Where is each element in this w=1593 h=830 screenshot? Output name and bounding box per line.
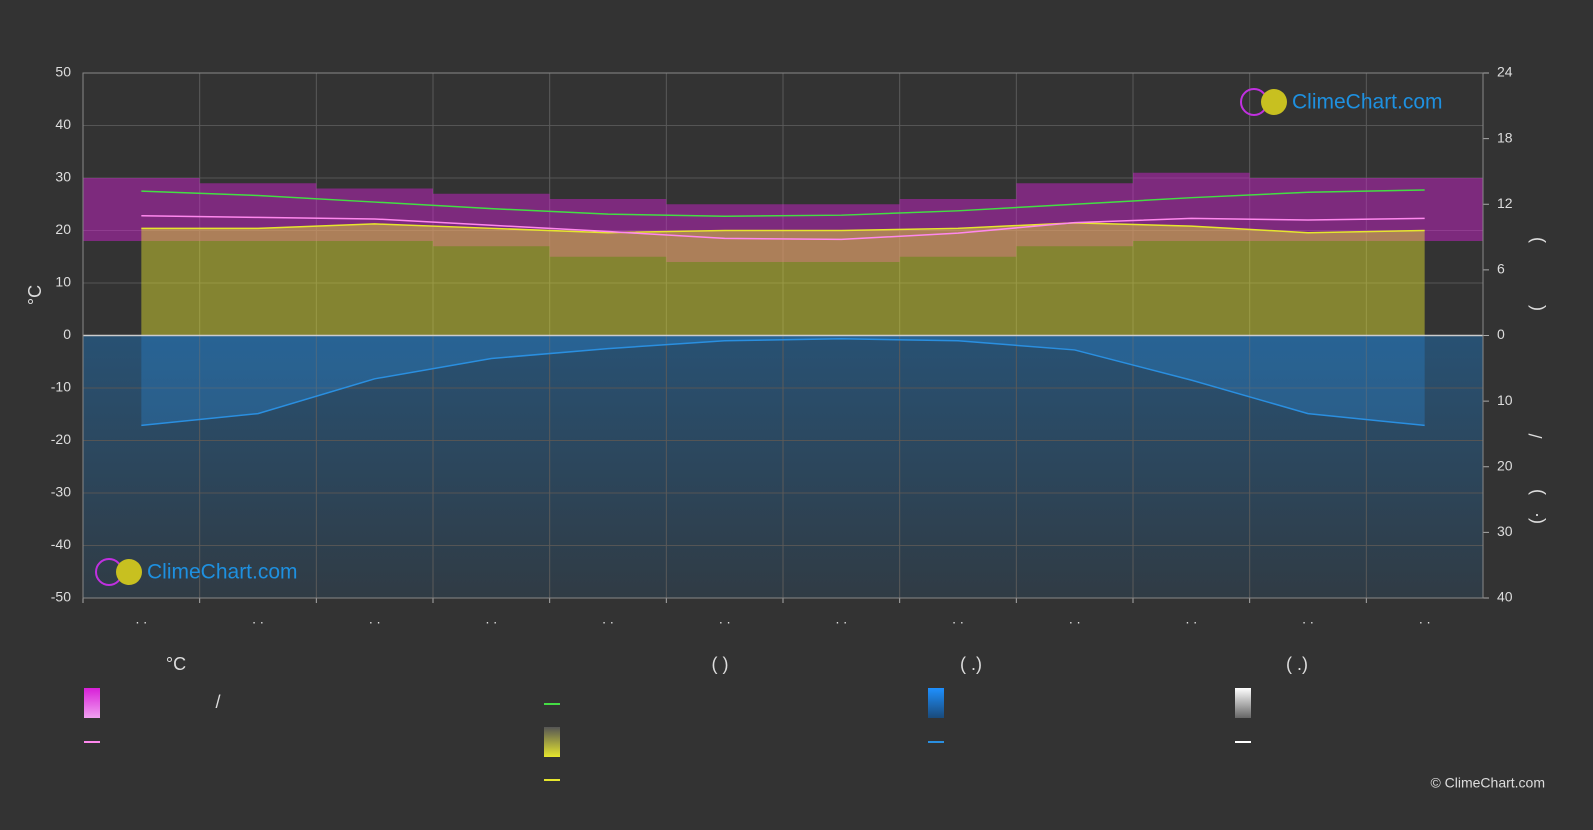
- x-tick-label: . .: [369, 611, 381, 627]
- sunshine-area: [141, 222, 1425, 336]
- y-tick-label: -10: [51, 379, 71, 395]
- x-tick-label: . .: [719, 611, 731, 627]
- x-tick-label: . .: [835, 611, 847, 627]
- x-tick-label: . .: [1069, 611, 1081, 627]
- legend-swatch: [928, 688, 944, 718]
- legend-heading: ( .): [960, 654, 982, 674]
- temp-range: [433, 193, 550, 247]
- x-tick-label: . .: [952, 611, 964, 627]
- x-tick-label: . .: [485, 611, 497, 627]
- y-tick-label: -20: [51, 431, 71, 447]
- series-line: [141, 189, 1425, 218]
- y-tick-label: 0: [63, 326, 71, 342]
- y3-tick-label: 30: [1497, 523, 1513, 539]
- y-tick-label: 50: [55, 64, 71, 80]
- temp-range: [1133, 172, 1250, 241]
- legend-heading: ( ): [712, 654, 729, 674]
- y-tick-label: 10: [55, 274, 71, 290]
- legend: °C ( ) ( .) ( .) /: [84, 654, 1308, 781]
- copyright: © ClimeChart.com: [1430, 775, 1545, 791]
- y-axis-title: °C: [25, 285, 45, 305]
- y2-axis-title: (: [1526, 305, 1546, 311]
- y3-tick-label: 10: [1497, 392, 1513, 408]
- watermark: ClimeChart.com: [1292, 91, 1443, 114]
- y2-tick-label: 6: [1497, 261, 1505, 277]
- x-tick-label: . .: [602, 611, 614, 627]
- temp-range: [549, 199, 667, 257]
- y2-axis-title: /: [1526, 433, 1546, 438]
- watermark: ClimeChart.com: [147, 561, 298, 584]
- y2-tick-label: 0: [1497, 326, 1505, 342]
- legend-heading: ( .): [1286, 654, 1308, 674]
- x-tick-label: . .: [135, 611, 147, 627]
- y2-tick-label: 24: [1497, 64, 1513, 80]
- temp-range: [199, 183, 317, 241]
- x-tick-label: . .: [1185, 611, 1197, 627]
- series-line: [141, 338, 1425, 427]
- y3-tick-label: 20: [1497, 457, 1513, 473]
- temp-range: [83, 178, 200, 241]
- x-tick-label: . .: [1419, 611, 1431, 627]
- legend-text: /: [215, 692, 220, 712]
- x-tick-label: . .: [1302, 611, 1314, 627]
- precip-area: [141, 335, 1425, 426]
- plot-frame: [82, 72, 1484, 599]
- y-tick-label: 30: [55, 169, 71, 185]
- legend-swatch: [84, 688, 100, 718]
- temp-range: [666, 204, 783, 262]
- y2-tick-label: 18: [1497, 129, 1513, 145]
- y-tick-label: -40: [51, 536, 71, 552]
- temp-range: [316, 188, 433, 241]
- y-tick-label: 20: [55, 221, 71, 237]
- y2-tick-label: 12: [1497, 195, 1513, 211]
- legend-heading: °C: [166, 654, 186, 674]
- y2-axis-title: ): [1526, 237, 1546, 243]
- legend-swatch: [544, 727, 560, 757]
- y-tick-label: -30: [51, 484, 71, 500]
- series-line: [141, 215, 1425, 241]
- logo: ClimeChart.com ClimeChart.com: [95, 88, 1443, 586]
- series-line: [141, 222, 1425, 234]
- plot: [83, 72, 1483, 599]
- y-tick-label: -50: [51, 589, 71, 605]
- legend-swatch: [1235, 688, 1251, 718]
- x-tick-label: . .: [252, 611, 264, 627]
- y2-axis-title: (·: [1526, 512, 1546, 524]
- temp-range: [1016, 183, 1133, 247]
- y3-tick-label: 40: [1497, 589, 1513, 605]
- y2-axis-title: ): [1526, 489, 1546, 495]
- y-tick-label: 40: [55, 116, 71, 132]
